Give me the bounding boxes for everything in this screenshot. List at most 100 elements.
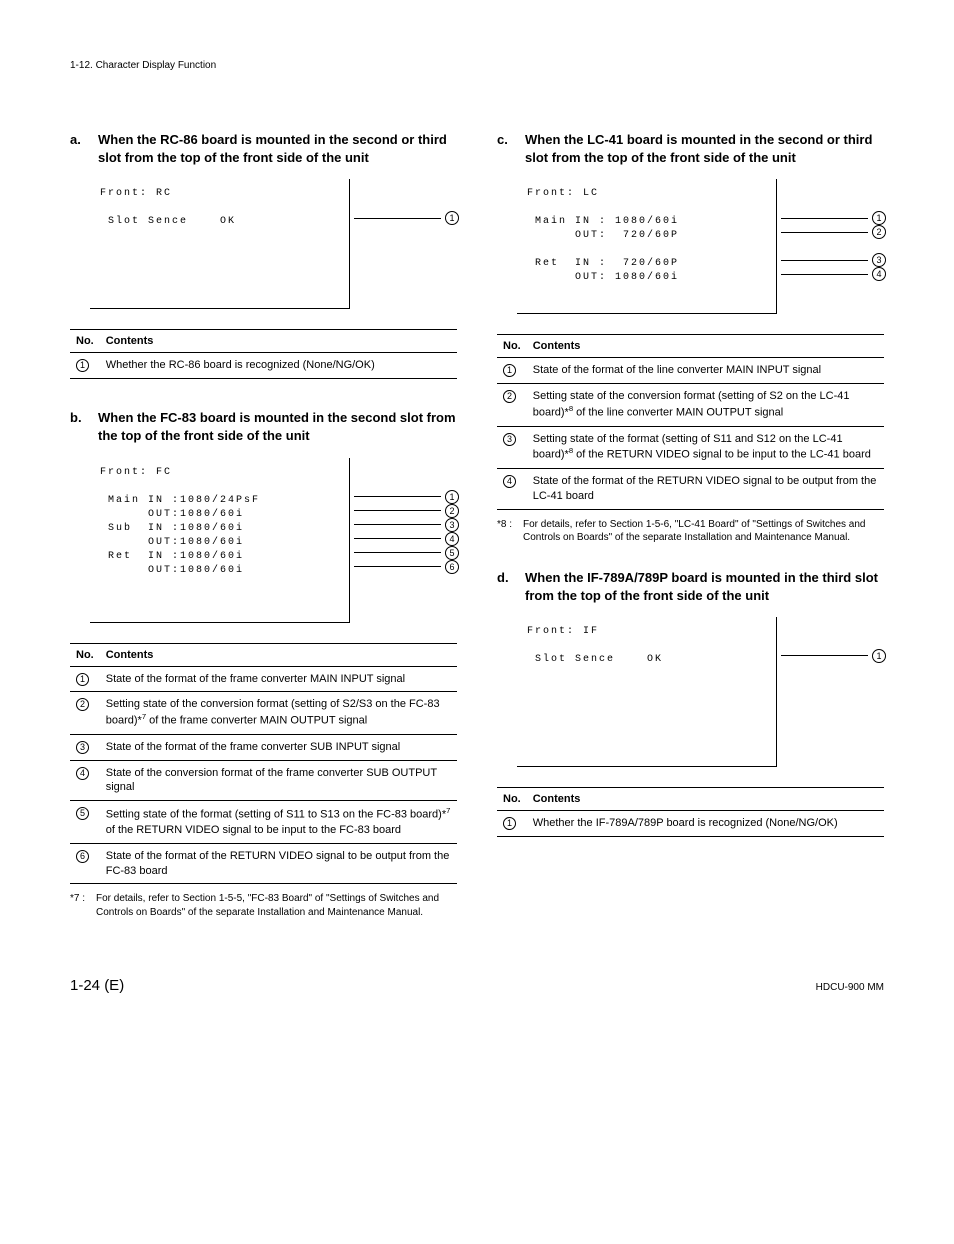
table-row: 3 State of the format of the frame conver… [70, 734, 457, 760]
section-a-title: When the RC-86 board is mounted in the s… [98, 131, 457, 167]
row-num: 4 [503, 475, 516, 488]
section-c-title: When the LC-41 board is mounted in the s… [525, 131, 884, 167]
callout-1: 1 [872, 211, 886, 225]
callout-1: 1 [872, 649, 886, 663]
callout-6: 6 [445, 560, 459, 574]
row-num: 6 [76, 850, 89, 863]
section-b-footnote: *7 : For details, refer to Section 1-5-5… [70, 892, 457, 919]
disp-line: Ret IN :1080/60i [100, 551, 244, 562]
row-num: 4 [76, 767, 89, 780]
table-row: 2Setting state of the conversion format … [70, 692, 457, 734]
disp-line: OUT:1080/60i [100, 509, 244, 520]
row-content: State of the format of the RETURN VIDEO … [100, 843, 457, 884]
section-a-heading: a. When the RC-86 board is mounted in th… [70, 131, 457, 167]
table-row: 5 Setting state of the format (setting of… [70, 801, 457, 843]
page-header: 1-12. Character Display Function [70, 60, 884, 71]
th-no: No. [70, 643, 100, 666]
section-b-title: When the FC-83 board is mounted in the s… [98, 409, 457, 445]
section-b-table: No.Contents 1State of the format of the … [70, 643, 457, 885]
callout-3: 3 [872, 253, 886, 267]
section-a-display-wrap: Front: RC Slot Sence OK 1 [90, 179, 457, 309]
section-d-heading: d. When the IF-789A/789P board is mounte… [497, 569, 884, 605]
disp-line: OUT: 720/60P [527, 230, 679, 241]
callout-1: 1 [445, 490, 459, 504]
disp-line: Main IN : 1080/60i [527, 216, 679, 227]
row-num: 5 [76, 807, 89, 820]
row-content: Setting state of the conversion format (… [527, 384, 884, 426]
table-row: 2 Setting state of the conversion format … [497, 384, 884, 426]
callout-1: 1 [445, 211, 459, 225]
left-column: a. When the RC-86 board is mounted in th… [70, 121, 457, 937]
disp-line: Front: FC [100, 467, 172, 478]
th-contents: Contents [527, 335, 884, 358]
callout-5: 5 [445, 546, 459, 560]
right-column: c. When the LC-41 board is mounted in th… [497, 121, 884, 937]
section-d-display: Front: IF Slot Sence OK 1 [517, 617, 777, 767]
th-no: No. [497, 787, 527, 810]
table-row: 4 State of the format of the RETURN VIDEO… [497, 468, 884, 509]
row-num: 2 [503, 390, 516, 403]
row-num: 1 [76, 359, 89, 372]
table-row: 4 State of the conversion format of the f… [70, 760, 457, 801]
row-num: 3 [76, 741, 89, 754]
row-content: State of the conversion format of the fr… [100, 760, 457, 801]
th-contents: Contents [100, 643, 457, 666]
table-row: 6 State of the format of the RETURN VIDEO… [70, 843, 457, 884]
table-row: 1State of the format of the frame conver… [70, 666, 457, 692]
disp-line: OUT:1080/60i [100, 565, 244, 576]
row-num: 2 [76, 698, 89, 711]
callout-2: 2 [445, 504, 459, 518]
row-content: State of the format of the RETURN VIDEO … [527, 468, 884, 509]
row-num: 1 [503, 364, 516, 377]
row-content: State of the format of the frame convert… [100, 734, 457, 760]
th-no: No. [497, 335, 527, 358]
section-a-display: Front: RC Slot Sence OK 1 [90, 179, 350, 309]
disp-line: Ret IN : 720/60P [527, 258, 679, 269]
disp-line: Front: LC [527, 188, 599, 199]
footnote-body: For details, refer to Section 1-5-5, "FC… [96, 892, 457, 919]
disp-line: Main IN :1080/24PsF [100, 495, 260, 506]
disp-line: Slot Sence OK [527, 654, 663, 665]
th-no: No. [70, 330, 100, 353]
two-column-layout: a. When the RC-86 board is mounted in th… [70, 121, 884, 937]
callout-2: 2 [872, 225, 886, 239]
section-b-display-wrap: Front: FC Main IN :1080/24PsF OUT:1080/6… [90, 458, 457, 623]
row-num: 1 [503, 817, 516, 830]
table-row: 1 State of the format of the line convert… [497, 358, 884, 384]
row-content: Setting state of the format (setting of … [527, 426, 884, 468]
section-a-letter: a. [70, 131, 98, 167]
table-row: 1 Whether the RC-86 board is recognized (… [70, 353, 457, 379]
row-content: Whether the RC-86 board is recognized (N… [100, 353, 457, 379]
page-number: 1-24 (E) [70, 977, 124, 994]
disp-line: Front: RC [100, 188, 172, 199]
section-b-heading: b. When the FC-83 board is mounted in th… [70, 409, 457, 445]
row-content: State of the format of the line converte… [527, 358, 884, 384]
footnote-body: For details, refer to Section 1-5-6, "LC… [523, 518, 884, 545]
callout-4: 4 [445, 532, 459, 546]
section-c-display: Front: LC Main IN : 1080/60i OUT: 720/60… [517, 179, 777, 314]
disp-line: OUT: 1080/60i [527, 272, 679, 283]
section-c-table: No.Contents 1 State of the format of the … [497, 334, 884, 509]
disp-line: Sub IN :1080/60i [100, 523, 244, 534]
row-content: Whether the IF-789A/789P board is recogn… [527, 810, 884, 836]
callout-3: 3 [445, 518, 459, 532]
callout-4: 4 [872, 267, 886, 281]
section-b-display: Front: FC Main IN :1080/24PsF OUT:1080/6… [90, 458, 350, 623]
section-d-title: When the IF-789A/789P board is mounted i… [525, 569, 884, 605]
disp-line: Front: IF [527, 626, 599, 637]
section-d-letter: d. [497, 569, 525, 605]
doc-id: HDCU-900 MM [816, 982, 884, 993]
row-num: 3 [503, 433, 516, 446]
section-c-heading: c. When the LC-41 board is mounted in th… [497, 131, 884, 167]
section-c-display-wrap: Front: LC Main IN : 1080/60i OUT: 720/60… [517, 179, 884, 314]
row-content: Setting state of the format (setting of … [100, 801, 457, 843]
table-row: 3 Setting state of the format (setting of… [497, 426, 884, 468]
footnote-mark: *7 : [70, 892, 96, 919]
footnote-mark: *8 : [497, 518, 523, 545]
disp-line: Slot Sence OK [100, 216, 236, 227]
th-contents: Contents [100, 330, 457, 353]
section-c-footnote: *8 : For details, refer to Section 1-5-6… [497, 518, 884, 545]
section-b-letter: b. [70, 409, 98, 445]
disp-line: OUT:1080/60i [100, 537, 244, 548]
section-d-display-wrap: Front: IF Slot Sence OK 1 [517, 617, 884, 767]
